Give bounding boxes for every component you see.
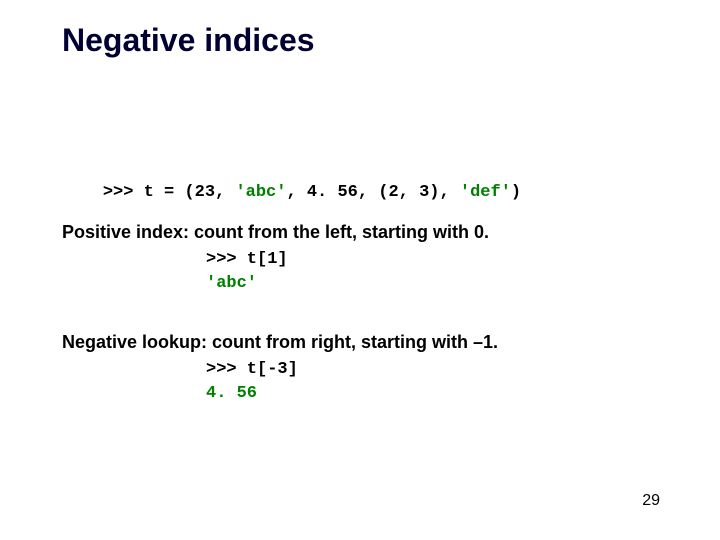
positive-index-heading: Positive index: count from the left, sta… <box>62 222 489 243</box>
negative-index-heading: Negative lookup: count from right, start… <box>62 332 498 353</box>
slide: Negative indices >>> t = (23, 'abc', 4. … <box>0 0 720 540</box>
positive-example-output: 'abc' <box>206 274 257 293</box>
code-text: >>> t = (23, <box>103 183 236 202</box>
code-text: , 4. 56, (2, 3), <box>286 183 459 202</box>
negative-example-output: 4. 56 <box>206 384 257 403</box>
code-string: 'abc' <box>235 183 286 202</box>
code-string: 'def' <box>460 183 511 202</box>
negative-example-input: >>> t[-3] <box>206 360 298 379</box>
page-number: 29 <box>642 492 660 510</box>
code-tuple-definition: >>> t = (23, 'abc', 4. 56, (2, 3), 'def'… <box>62 164 521 221</box>
code-text: ) <box>511 183 521 202</box>
positive-example-input: >>> t[1] <box>206 250 288 269</box>
slide-title: Negative indices <box>62 22 315 59</box>
